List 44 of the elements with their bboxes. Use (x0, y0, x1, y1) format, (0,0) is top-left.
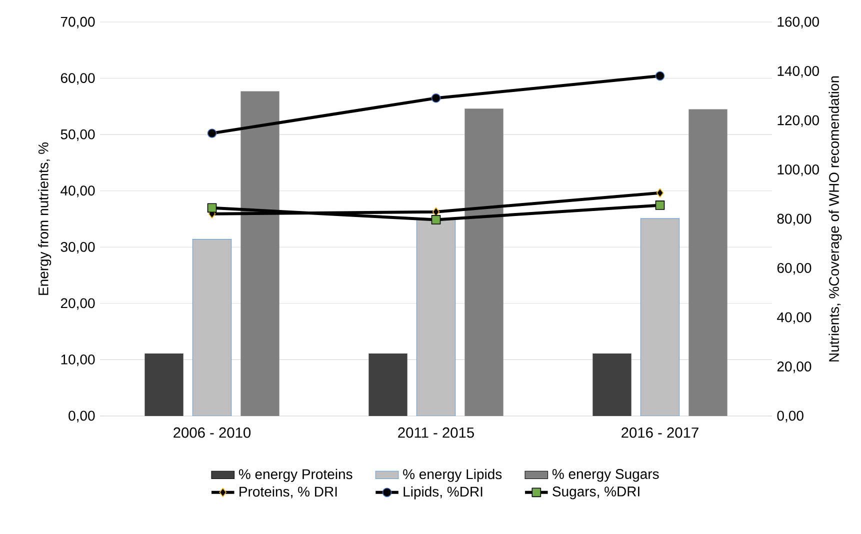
bar (416, 219, 456, 416)
x-tick-label: 2006 - 2010 (174, 427, 251, 438)
point (207, 128, 217, 138)
bar (368, 354, 408, 416)
legend-label: % energy Sugars (552, 469, 659, 482)
y2-tick-label: 60,00 (777, 263, 812, 275)
y2-axis-title: Nutrients, %Coverage of WHO recomendation (828, 76, 842, 362)
legend-label: % energy Proteins (238, 468, 352, 482)
bar (688, 109, 728, 416)
bar (240, 91, 280, 416)
y-tick-label: 20,00 (60, 298, 95, 310)
y-tick-label: 40,00 (60, 186, 95, 198)
bar (192, 238, 232, 416)
y2-tick-label: 20,00 (777, 362, 812, 374)
bar (464, 108, 504, 416)
bar (144, 354, 184, 416)
point (655, 71, 665, 81)
point (656, 188, 664, 198)
bar (592, 354, 632, 416)
point (431, 215, 441, 224)
y2-tick-label: 160,00 (778, 16, 819, 28)
point (207, 203, 217, 213)
legend-label: Proteins, % DRI (240, 486, 337, 498)
y-tick-label: 70,00 (60, 16, 95, 28)
point (655, 200, 665, 210)
y2-tick-label: 80,00 (777, 214, 812, 226)
y-axis-title: Energy from nutrients, % (38, 142, 52, 295)
y-tick-label: 10,00 (61, 354, 95, 366)
y2-tick-label: 0,00 (777, 410, 804, 422)
y-tick-label: 0,00 (68, 410, 95, 422)
point (431, 93, 441, 103)
y2-tick-label: 120,00 (778, 115, 819, 127)
y2-tick-label: 140,00 (778, 66, 819, 78)
x-tick-label: 2011 - 2015 (398, 427, 474, 438)
y2-tick-label: 100,00 (778, 164, 819, 176)
y-tick-label: 60,00 (60, 73, 95, 85)
bar (640, 218, 680, 416)
x-tick-label: 2016 - 2017 (622, 427, 698, 438)
y-tick-label: 50,00 (60, 129, 95, 141)
legend-label: Sugars, %DRI (552, 486, 640, 500)
legend-label: % energy Lipids (403, 468, 502, 482)
y-tick-label: 30,00 (60, 242, 95, 254)
legend-label: Lipids, %DRI (404, 486, 482, 500)
y2-tick-label: 40,00 (777, 312, 812, 324)
